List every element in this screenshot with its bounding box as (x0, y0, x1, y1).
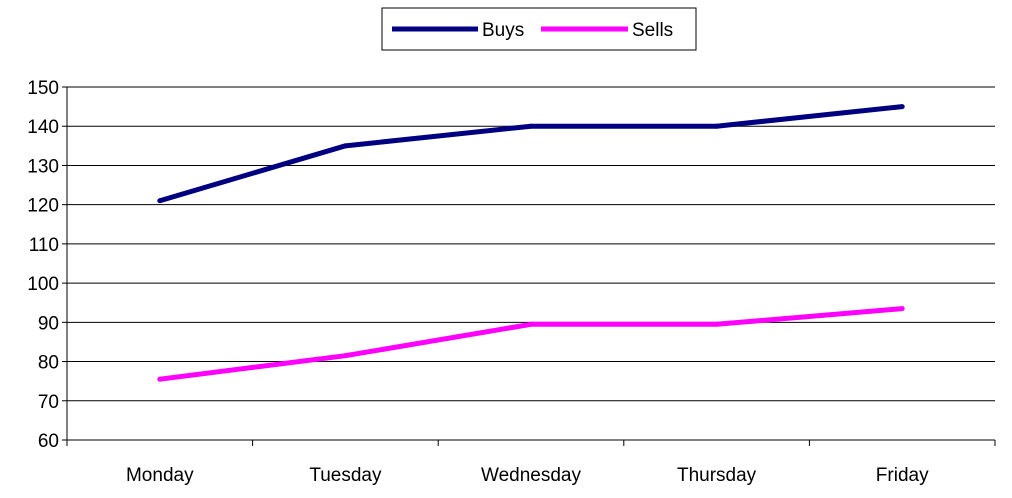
x-tick-label-thursday: Thursday (677, 465, 757, 486)
data-point-sells-wednesday (528, 321, 534, 327)
y-tick-label-130: 130 (27, 156, 59, 177)
data-point-sells-friday (899, 306, 905, 312)
gridlines (67, 86, 995, 402)
data-point-buys-wednesday (528, 123, 534, 129)
data-point-sells-tuesday (342, 353, 348, 359)
axes (62, 86, 996, 446)
data-point-buys-thursday (714, 123, 720, 129)
data-point-sells-thursday (714, 321, 720, 327)
series-line-buys (159, 104, 903, 204)
series-lines (157, 104, 905, 382)
y-tick-label-140: 140 (27, 117, 59, 138)
y-tick-label-150: 150 (27, 78, 59, 99)
y-tick-label-70: 70 (38, 392, 59, 413)
x-axis-tick-labels: Monday Tuesday Wednesday Thursday Friday (126, 465, 929, 486)
data-point-sells-monday (157, 376, 163, 382)
y-tick-label-120: 120 (27, 196, 59, 217)
y-tick-label-90: 90 (38, 313, 59, 334)
series-line-sells (159, 306, 903, 382)
x-tick-label-tuesday: Tuesday (309, 465, 382, 486)
x-tick-label-wednesday: Wednesday (481, 465, 581, 486)
x-tick-label-monday: Monday (126, 465, 194, 486)
y-tick-label-80: 80 (38, 353, 59, 374)
legend-label-buys: Buys (482, 20, 524, 41)
x-tick-label-friday: Friday (876, 465, 929, 486)
data-point-buys-friday (899, 104, 905, 110)
legend: Buys Sells (381, 7, 697, 51)
legend-label-sells: Sells (632, 20, 673, 41)
data-point-buys-monday (157, 198, 163, 204)
data-point-buys-tuesday (342, 143, 348, 149)
y-axis-tick-labels: 60 70 80 90 100 110 120 130 140 150 (27, 78, 59, 452)
y-tick-label-60: 60 (38, 431, 59, 452)
y-tick-label-100: 100 (27, 274, 59, 295)
y-tick-label-110: 110 (29, 235, 59, 256)
